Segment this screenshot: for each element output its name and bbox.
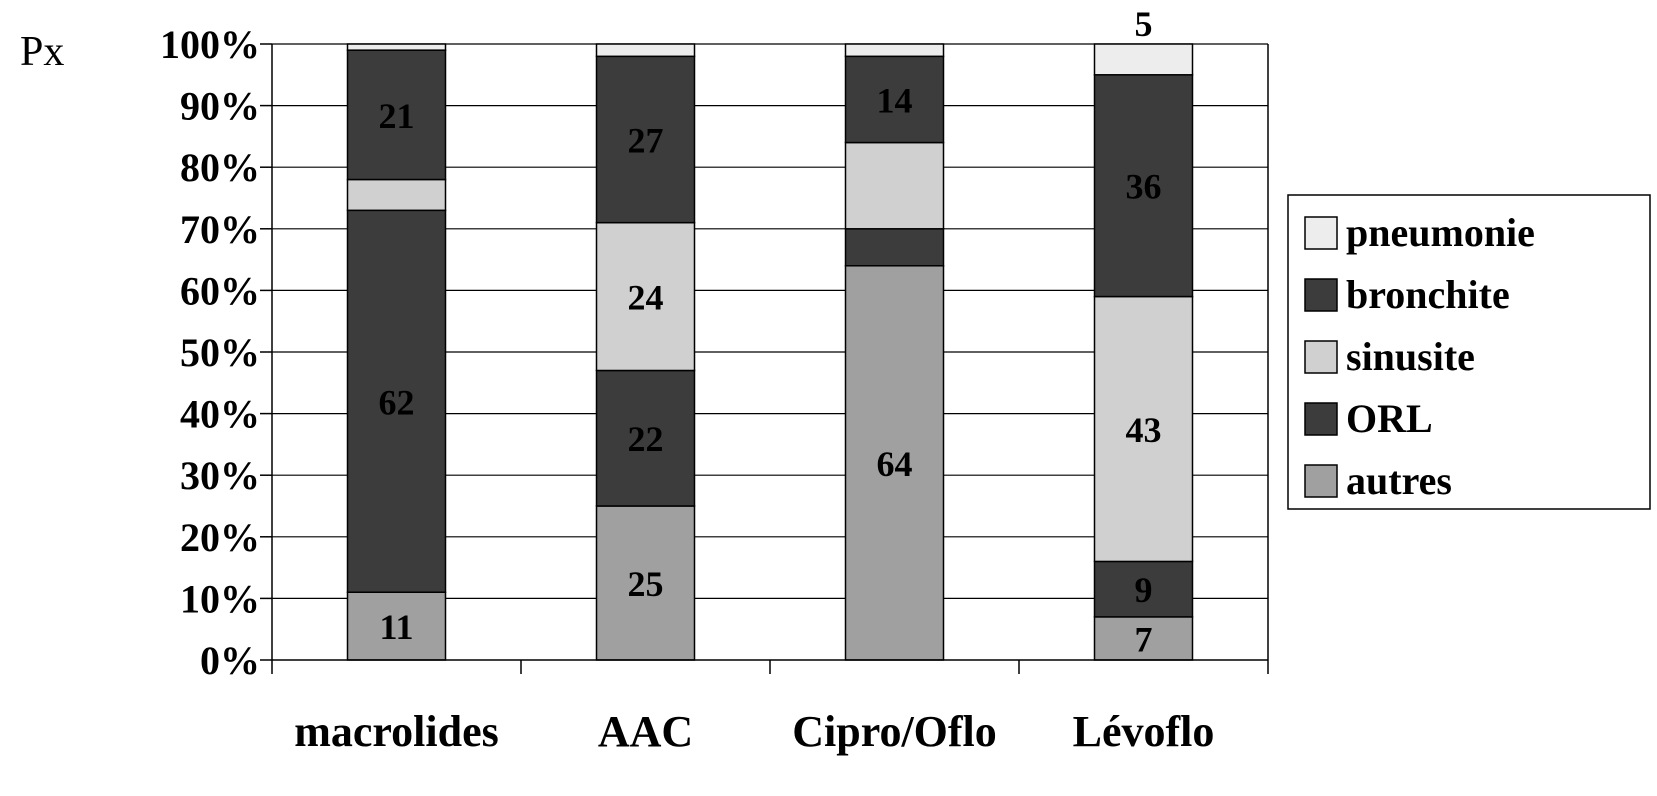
data-label: 64: [877, 444, 913, 484]
bar-segment-sinusite: [595, 221, 696, 372]
y-tick-label: 10%: [180, 576, 260, 621]
x-tick-label: Cipro/Oflo: [792, 707, 997, 756]
y-tick-label: 80%: [180, 145, 260, 190]
bar-segment-sinusite: [1093, 295, 1194, 563]
axes: 0% 10% 20% 30% 40% 50% 60% 70% 80% 90% 100% macroli…: [160, 22, 1269, 756]
bar-segment-pneumonie: [844, 43, 945, 58]
data-label: 22: [628, 419, 664, 459]
bar-segment-autres: [595, 505, 696, 661]
y-axis-title: Px: [20, 29, 64, 75]
data-label: 21: [379, 96, 415, 136]
legend: pneumonie bronchite sinusite ORL autres: [1287, 194, 1651, 510]
data-label: 7: [1135, 619, 1153, 659]
x-tick-label: Lévoflo: [1073, 707, 1215, 756]
legend-label-autres: autres: [1346, 458, 1452, 503]
y-tick-label: 50%: [180, 330, 260, 375]
data-label: 9: [1135, 570, 1153, 610]
data-label: 25: [628, 564, 664, 604]
y-tick-label: 40%: [180, 392, 260, 437]
bar-segment-ORL: [595, 369, 696, 507]
y-tick-label: 30%: [180, 453, 260, 498]
x-tick-label: AAC: [598, 707, 693, 756]
y-tick-label: 60%: [180, 268, 260, 313]
data-label: 43: [1126, 410, 1162, 450]
legend-box: [1287, 194, 1651, 510]
data-labels: 11 62 21 25 22 24 27 64 14 7 9 43 36 5: [379, 4, 1162, 659]
y-tick-label: 0%: [200, 638, 260, 683]
data-label: 5: [1135, 4, 1153, 44]
bar-segment-ORL: [844, 228, 945, 267]
data-label: 36: [1126, 167, 1162, 207]
y-tick-label: 70%: [180, 207, 260, 252]
data-label: 24: [628, 278, 664, 318]
bar-segment-pneumonie: [595, 43, 696, 58]
data-label: 62: [379, 382, 415, 422]
bar-segment-bronchite: [1093, 74, 1194, 298]
y-tick-label: 20%: [180, 515, 260, 560]
bars: [346, 43, 1194, 661]
legend-swatch-bronchite: [1304, 278, 1338, 312]
bar-segment-bronchite: [844, 55, 945, 144]
bar-segment-autres: [1093, 616, 1194, 661]
x-tick-label: macrolides: [294, 707, 499, 756]
data-label: 11: [379, 607, 413, 647]
data-label: 27: [628, 120, 664, 160]
legend-label-pneumonie: pneumonie: [1346, 210, 1535, 255]
legend-label-bronchite: bronchite: [1346, 272, 1510, 317]
data-label: 14: [877, 80, 913, 120]
bar-segment-ORL: [346, 209, 447, 593]
bar-segment-bronchite: [346, 49, 447, 181]
legend-swatch-sinusite: [1304, 340, 1338, 374]
bar-segment-autres: [844, 265, 945, 661]
bar-segment-pneumonie: [346, 43, 447, 51]
legend-swatch-ORL: [1304, 402, 1338, 436]
y-tick-label: 90%: [180, 84, 260, 129]
legend-swatch-autres: [1304, 464, 1338, 498]
y-tick-label: 100%: [160, 22, 260, 67]
bar-segment-sinusite: [346, 178, 447, 212]
legend-label-ORL: ORL: [1346, 396, 1433, 441]
bar-segment-sinusite: [844, 141, 945, 230]
legend-label-sinusite: sinusite: [1346, 334, 1475, 379]
legend-swatch-pneumonie: [1304, 216, 1338, 250]
bar-segment-pneumonie: [1093, 43, 1194, 76]
bar-segment-ORL: [1093, 560, 1194, 618]
